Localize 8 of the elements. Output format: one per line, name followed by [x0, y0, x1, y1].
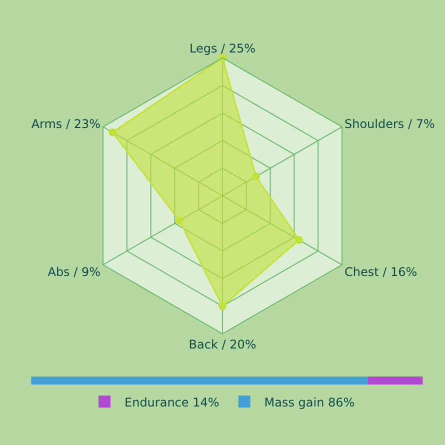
legend-label: Mass gain 86%: [264, 395, 355, 410]
spoke-label: Arms / 23%: [31, 116, 101, 131]
spoke-label: Back / 20%: [188, 338, 256, 352]
spoke-label: Shoulders / 7%: [344, 116, 435, 131]
legend-label: Endurance 14%: [124, 395, 220, 410]
spoke-label: Legs / 25%: [189, 42, 256, 56]
spoke-label: Abs / 9%: [48, 264, 101, 279]
spoke-label: Chest / 16%: [344, 264, 418, 279]
